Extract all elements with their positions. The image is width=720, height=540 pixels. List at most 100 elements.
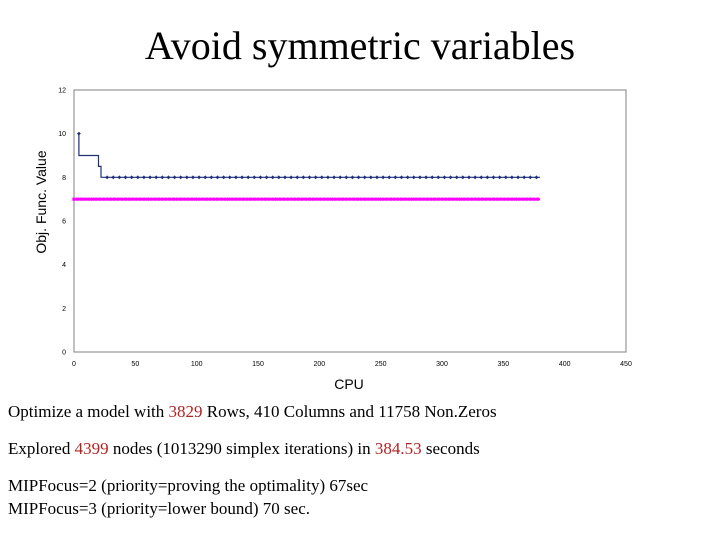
data-point — [414, 197, 418, 201]
series-lower — [72, 197, 541, 201]
data-point — [444, 197, 448, 201]
data-point — [201, 197, 205, 201]
data-point — [87, 197, 91, 201]
data-point — [304, 197, 308, 201]
data-point — [447, 197, 451, 201]
data-point — [191, 175, 195, 180]
x-tick-label: 150 — [252, 361, 264, 368]
data-point — [111, 175, 116, 180]
explored-summary-line: Explored 4399 nodes (1013290 simplex ite… — [8, 439, 480, 458]
data-point — [313, 175, 318, 180]
data-point — [223, 197, 227, 201]
y-tick-label: 2 — [62, 306, 66, 313]
data-point — [534, 175, 539, 180]
data-point — [219, 197, 223, 201]
data-point — [352, 197, 356, 201]
data-point — [197, 175, 202, 180]
y-tick-label: 10 — [58, 131, 66, 138]
data-point — [448, 175, 453, 180]
data-point — [311, 197, 315, 201]
series-upper — [77, 131, 541, 180]
data-point — [149, 197, 153, 201]
data-point — [479, 175, 484, 180]
data-point — [517, 197, 521, 201]
data-point — [455, 197, 459, 201]
data-point — [123, 197, 128, 201]
data-point — [142, 197, 146, 201]
data-point — [467, 175, 471, 180]
data-point — [186, 197, 190, 201]
y-tick-label: 12 — [58, 88, 66, 95]
data-point — [278, 197, 282, 201]
data-point — [381, 175, 386, 180]
data-point — [164, 197, 168, 201]
data-point — [410, 197, 415, 201]
y-tick-label: 0 — [62, 350, 66, 357]
data-point — [528, 175, 533, 180]
data-point — [337, 197, 341, 201]
data-point — [212, 197, 216, 201]
data-point — [260, 197, 264, 201]
data-point — [484, 197, 488, 201]
data-point — [338, 175, 343, 180]
data-point — [375, 175, 379, 180]
data-point — [326, 175, 330, 180]
data-point — [491, 197, 496, 201]
data-point — [215, 197, 220, 201]
data-point — [502, 197, 507, 201]
data-point — [168, 197, 172, 201]
data-point — [184, 175, 189, 180]
data-point — [146, 197, 150, 201]
data-point — [98, 197, 102, 201]
data-point — [330, 197, 334, 201]
data-point — [274, 197, 278, 201]
data-point — [263, 197, 267, 201]
data-point — [392, 197, 396, 201]
data-point — [209, 175, 214, 180]
slide-title: Avoid symmetric variables — [144, 23, 576, 68]
data-point — [344, 197, 348, 201]
data-point — [503, 175, 508, 180]
data-point — [258, 175, 263, 180]
data-point — [283, 175, 287, 180]
data-point — [72, 197, 76, 201]
data-point — [387, 175, 392, 180]
data-point — [182, 197, 186, 201]
data-point — [425, 197, 429, 201]
data-point — [442, 175, 447, 180]
data-point — [190, 197, 194, 201]
data-point — [134, 197, 139, 201]
data-point — [399, 175, 404, 180]
data-point — [203, 175, 208, 180]
data-point — [510, 197, 514, 201]
y-axis-ticks: 0 2 4 6 8 10 12 — [58, 88, 66, 357]
data-point — [129, 175, 134, 180]
data-point — [282, 197, 286, 201]
data-point — [252, 175, 257, 180]
data-point — [521, 197, 525, 201]
data-point — [94, 197, 98, 201]
data-point — [193, 197, 198, 201]
data-point — [123, 175, 128, 180]
data-point — [166, 175, 171, 180]
data-point — [271, 197, 275, 201]
data-point — [528, 197, 532, 201]
data-point — [368, 175, 373, 180]
data-point — [451, 197, 455, 201]
data-point — [348, 197, 352, 201]
data-point — [135, 175, 140, 180]
data-point — [532, 197, 536, 201]
data-point — [153, 197, 157, 201]
data-point — [270, 175, 275, 180]
data-point — [326, 197, 330, 201]
data-point — [333, 197, 337, 201]
data-point — [418, 197, 422, 201]
data-point — [495, 197, 499, 201]
data-point — [362, 175, 367, 180]
data-point — [127, 197, 131, 201]
data-point — [374, 197, 378, 201]
data-point — [322, 197, 326, 201]
data-point — [399, 197, 404, 201]
data-point — [117, 175, 122, 180]
model-summary-line: Optimize a model with 3829 Rows, 410 Col… — [8, 402, 497, 421]
